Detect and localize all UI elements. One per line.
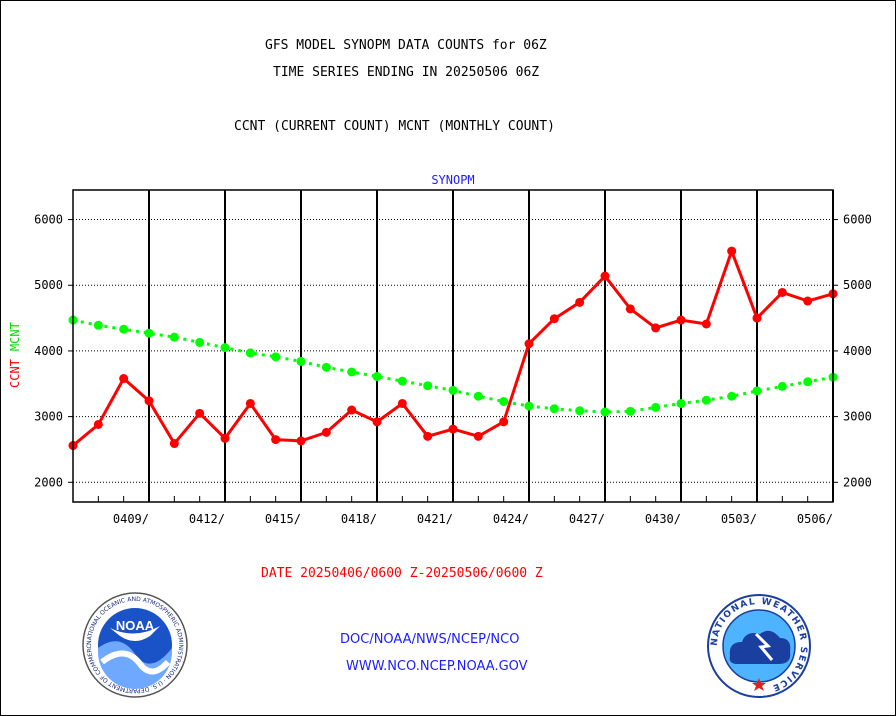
website-label: WWW.NCO.NCEP.NOAA.GOV [346, 659, 528, 674]
x-tick-label: 0503/ [721, 512, 757, 526]
data-point-mcnt [701, 395, 711, 405]
data-point-mcnt [119, 324, 129, 334]
y-axis-label: CCNT MCNT [8, 322, 22, 388]
data-point-mcnt [397, 376, 407, 386]
data-point-mcnt [625, 406, 635, 416]
data-point-ccnt [321, 427, 331, 437]
data-point-mcnt [220, 343, 230, 353]
data-point-ccnt [701, 319, 711, 329]
x-tick-label: 0415/ [265, 512, 301, 526]
data-point-mcnt [752, 386, 762, 396]
chart-title-line3: CCNT (CURRENT COUNT) MCNT (MONTHLY COUNT… [234, 119, 555, 134]
series-layer [68, 246, 838, 451]
data-point-mcnt [651, 402, 661, 412]
data-point-ccnt [448, 424, 458, 434]
data-point-ccnt [575, 297, 585, 307]
x-tick-label: 0418/ [341, 512, 377, 526]
noaa-logo-text: NOAA [116, 618, 155, 633]
chart-title-line2: TIME SERIES ENDING IN 20250506 06Z [273, 65, 540, 80]
data-point-ccnt [524, 339, 534, 349]
y-tick-label-left: 4000 [34, 344, 63, 358]
data-point-mcnt [676, 398, 686, 408]
data-point-ccnt [752, 313, 762, 323]
data-point-ccnt [93, 419, 103, 429]
data-point-mcnt [195, 337, 205, 347]
data-point-ccnt [169, 439, 179, 449]
axis-layer: 2000 2000 3000 3000 4000 4000 5000 5000 6000 6000… [8, 173, 872, 526]
data-point-mcnt [169, 332, 179, 342]
y-tick-label-left: 3000 [34, 410, 63, 424]
y-tick-label-right: 4000 [843, 344, 872, 358]
data-point-mcnt [372, 372, 382, 382]
data-point-ccnt [144, 396, 154, 406]
data-point-ccnt [777, 287, 787, 297]
x-tick-label: 0427/ [569, 512, 605, 526]
chart-title-line1: GFS MODEL SYNOPM DATA COUNTS for 06Z [265, 38, 547, 53]
x-tick-label: 0412/ [189, 512, 225, 526]
x-tick-label: 0424/ [493, 512, 529, 526]
data-point-ccnt [296, 436, 306, 446]
data-point-mcnt [271, 352, 281, 362]
data-point-mcnt [600, 407, 610, 417]
y-tick-label-right: 5000 [843, 278, 872, 292]
y-tick-label-right: 6000 [843, 213, 872, 227]
x-tick-label: 0409/ [113, 512, 149, 526]
data-point-ccnt [473, 431, 483, 441]
data-point-ccnt [625, 304, 635, 314]
data-point-ccnt [271, 435, 281, 445]
x-tick-label: 0421/ [417, 512, 453, 526]
data-point-mcnt [296, 356, 306, 366]
data-point-ccnt [676, 315, 686, 325]
nws-logo: NATIONAL WEATHER SERVICE [707, 594, 811, 698]
data-point-mcnt [448, 385, 458, 395]
data-point-mcnt [803, 377, 813, 387]
data-point-ccnt [423, 431, 433, 441]
data-point-ccnt [119, 374, 129, 384]
noaa-logo: NATIONAL OCEANIC AND ATMOSPHERIC ADMINIS… [80, 592, 188, 698]
data-point-ccnt [549, 314, 559, 324]
y-tick-label-left: 5000 [34, 278, 63, 292]
data-point-mcnt [473, 391, 483, 401]
data-point-ccnt [600, 271, 610, 281]
data-point-mcnt [93, 320, 103, 330]
data-point-mcnt [347, 367, 357, 377]
data-point-mcnt [245, 348, 255, 358]
data-point-mcnt [144, 328, 154, 338]
data-point-mcnt [524, 401, 534, 411]
data-point-ccnt [220, 433, 230, 443]
data-point-ccnt [195, 408, 205, 418]
y-tick-label-right: 2000 [843, 475, 872, 489]
grid-layer [73, 190, 834, 502]
data-point-mcnt [777, 381, 787, 391]
y-tick-label-left: 6000 [34, 213, 63, 227]
data-point-mcnt [727, 391, 737, 401]
data-point-ccnt [397, 398, 407, 408]
y-axis-label-ccnt: CCNT [8, 359, 22, 388]
data-point-mcnt [321, 362, 331, 372]
data-point-ccnt [245, 398, 255, 408]
data-point-ccnt [499, 417, 509, 427]
data-point-mcnt [575, 406, 585, 416]
chart-subtitle: SYNOPM [431, 173, 474, 187]
x-tick-label: 0430/ [645, 512, 681, 526]
data-point-ccnt [803, 296, 813, 306]
org-label: DOC/NOAA/NWS/NCEP/NCO [340, 632, 520, 647]
y-tick-label-left: 2000 [34, 475, 63, 489]
data-point-mcnt [549, 404, 559, 414]
y-axis-label-mcnt: MCNT [8, 322, 22, 351]
data-point-mcnt [499, 397, 509, 407]
data-point-mcnt [423, 381, 433, 391]
x-tick-label: 0506/ [797, 512, 833, 526]
data-point-ccnt [372, 417, 382, 427]
y-tick-label-right: 3000 [843, 410, 872, 424]
data-point-ccnt [651, 323, 661, 333]
date-range-label: DATE 20250406/0600 Z-20250506/0600 Z [261, 566, 543, 581]
data-point-ccnt [347, 405, 357, 415]
data-point-ccnt [727, 246, 737, 256]
